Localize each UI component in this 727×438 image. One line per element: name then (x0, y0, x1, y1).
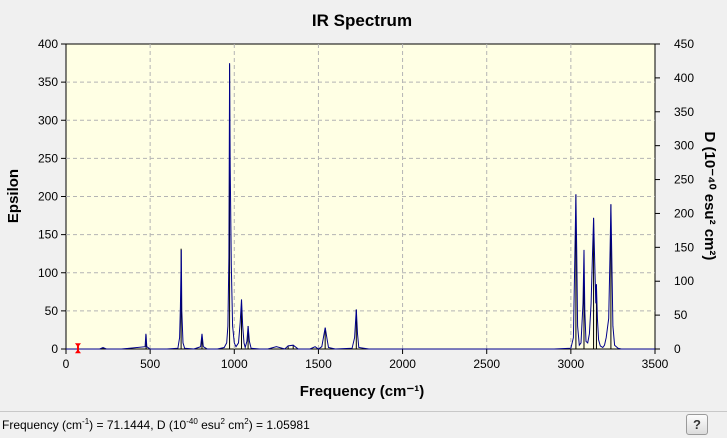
status-freq-sup: -1 (82, 417, 90, 426)
y-left-tick-label: 300 (38, 113, 58, 127)
y-left-tick-label: 150 (38, 228, 58, 242)
x-axis-label: Frequency (cm⁻¹) (300, 383, 425, 400)
y-right-tick-label: 50 (674, 308, 688, 322)
y-right-tick-label: 0 (674, 342, 681, 356)
y-left-tick-label: 400 (38, 37, 58, 51)
y-right-tick-label: 150 (674, 240, 694, 254)
help-button[interactable]: ? (686, 414, 708, 435)
y-left-tick-label: 50 (45, 304, 59, 318)
status-d-sup1: -40 (186, 417, 198, 426)
y-right-tick-label: 250 (674, 173, 694, 187)
y-axis-right-label: D (10⁻⁴⁰ esu² cm²) (701, 132, 718, 261)
x-tick-label: 2500 (473, 357, 500, 371)
x-tick-label: 1000 (221, 357, 248, 371)
y-left-tick-label: 200 (38, 190, 58, 204)
y-right-tick-label: 100 (674, 274, 694, 288)
status-d-mid: esu (197, 418, 221, 432)
status-bar: Frequency (cm-1) = 71.1444, D (10-40 esu… (0, 411, 727, 438)
status-d-mid2: cm (224, 418, 245, 432)
y-right-tick-label: 450 (674, 37, 694, 51)
y-right-tick-label: 300 (674, 139, 694, 153)
y-axis-left-label: Epsilon (5, 169, 22, 223)
y-right-tick-label: 200 (674, 206, 694, 220)
ir-spectrum-chart: IR Spectrum 0 500 1000 1500 2000 2500 3000 3500… (5, 11, 718, 400)
spectrum-line (66, 63, 655, 350)
y-left-tick-label: 100 (38, 266, 58, 280)
axis-ticks: 0 500 1000 1500 2000 2500 3000 3500050100150200… (38, 37, 694, 371)
status-d-value: ) = 1.05981 (248, 418, 310, 432)
y-right-tick-label: 350 (674, 105, 694, 119)
x-tick-label: 500 (140, 357, 160, 371)
status-readout: Frequency (cm-1) = 71.1444, D (10-40 esu… (2, 417, 310, 432)
x-tick-label: 0 (63, 357, 70, 371)
status-d-sup2: 2 (220, 417, 225, 426)
x-tick-label: 2000 (389, 357, 416, 371)
marker-arrow-top (74, 343, 81, 348)
x-tick-label: 3500 (642, 357, 669, 371)
status-freq-label: Frequency (cm (2, 418, 83, 432)
y-left-tick-label: 350 (38, 75, 58, 89)
cursor-marker[interactable] (74, 343, 81, 354)
chart-title: IR Spectrum (312, 11, 412, 30)
y-right-tick-label: 400 (674, 71, 694, 85)
y-left-tick-label: 0 (51, 342, 58, 356)
y-left-tick-label: 250 (38, 151, 58, 165)
marker-arrow-bottom (74, 349, 81, 354)
status-d-sup3: 2 (244, 417, 249, 426)
grid-lines (66, 44, 655, 349)
x-tick-label: 3000 (558, 357, 585, 371)
status-freq-value: ) = 71.1444, D (10 (89, 418, 187, 432)
x-tick-label: 1500 (305, 357, 332, 371)
